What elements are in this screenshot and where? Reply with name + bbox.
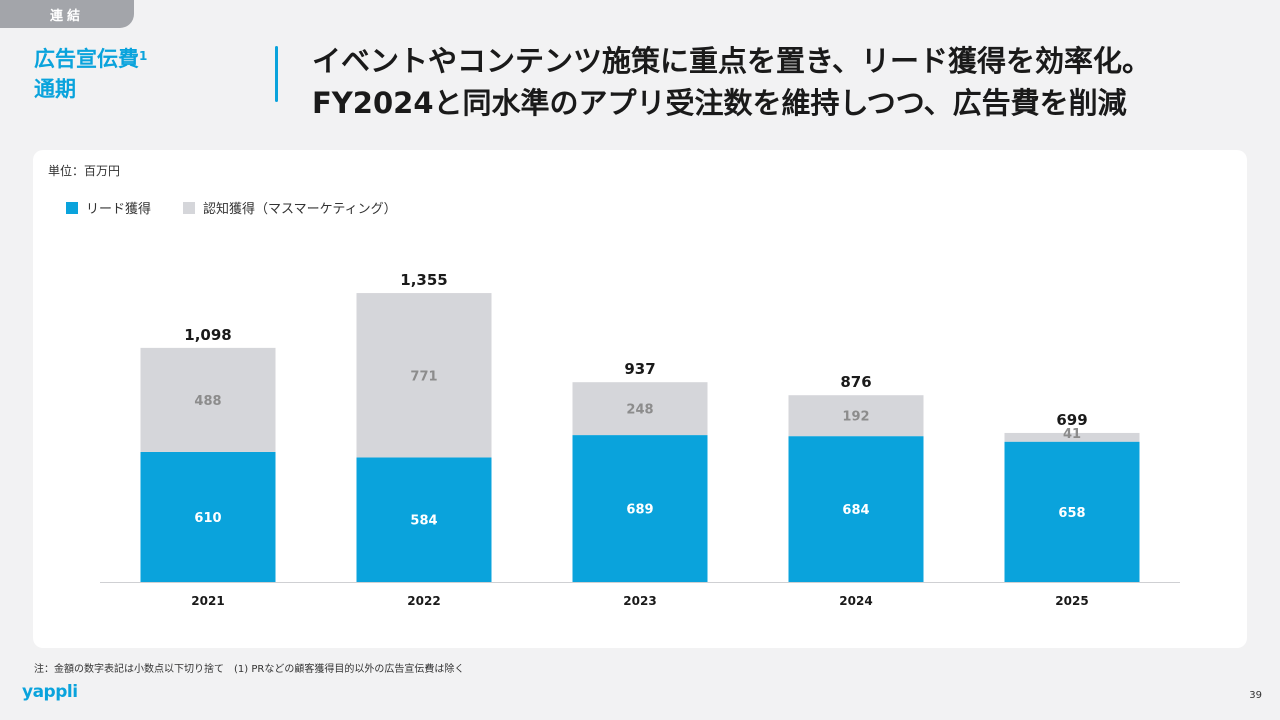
bar-awareness-2022 [356,293,492,458]
bar-lead-2024 [788,436,924,582]
page-number: 39 [1249,690,1262,701]
bar-lead-2025 [1004,441,1140,582]
yappli-logo: yappli [22,682,78,702]
legend-item-awareness: 認知獲得（マスマーケティング） [183,198,397,217]
legend-swatch-awareness [183,201,196,214]
total-label-2025: 699 [1056,411,1087,429]
unit-label: 単位：百万円 [48,164,121,178]
total-label-2023: 937 [624,360,655,378]
data-label-lead-2021: 610 [194,511,221,526]
data-label-lead-2024: 684 [842,503,869,518]
legend-swatch-lead [66,201,78,214]
bar-awareness-2025 [1004,432,1140,442]
data-label-lead-2023: 689 [626,503,653,518]
x-tick-label-2025: 2025 [1055,594,1088,608]
bar-lead-2023 [572,435,708,582]
data-label-awareness-2022: 771 [410,369,437,384]
data-label-awareness-2025: 41 [1063,427,1081,442]
bar-lead-2022 [356,457,492,582]
title-divider [275,46,278,102]
x-tick-label-2024: 2024 [839,594,872,608]
footnote-marker: 1 [139,49,148,63]
section-title-main: 広告宣伝費 [34,47,139,71]
total-label-2021: 1,098 [184,326,231,344]
section-title: 広告宣伝費1 通期 [34,44,147,104]
bar-lead-2021 [140,451,276,582]
legend-label-lead: リード獲得 [86,202,152,217]
data-label-awareness-2021: 488 [194,394,221,409]
headline-line-2: FY2024と同水準のアプリ受注数を維持しつつ、広告費を削減 [312,86,1127,120]
section-title-sub: 通期 [34,77,76,101]
x-tick-label-2023: 2023 [623,594,656,608]
x-tick-label-2021: 2021 [191,594,224,608]
consolidated-tag: 連結 [0,0,134,28]
bar-awareness-2023 [572,382,708,436]
total-label-2024: 876 [840,373,871,391]
legend-item-lead: リード獲得 [66,198,151,217]
headline: イベントやコンテンツ施策に重点を置き、リード獲得を効率化。 FY2024と同水準… [312,40,1151,124]
bar-awareness-2024 [788,395,924,437]
bar-awareness-2021 [140,347,276,452]
data-label-lead-2025: 658 [1058,506,1085,521]
legend-label-awareness: 認知獲得（マスマーケティング） [203,202,397,217]
data-label-awareness-2024: 192 [842,410,869,425]
data-label-awareness-2023: 248 [626,403,653,418]
footnote: 注：金額の数字表記は小数点以下切り捨て (1) PRなどの顧客獲得目的以外の広告… [34,664,465,675]
x-tick-label-2022: 2022 [407,594,440,608]
total-label-2022: 1,355 [400,271,447,289]
data-label-lead-2022: 584 [410,514,437,529]
chart-legend: リード獲得 認知獲得（マスマーケティング） [66,198,397,217]
headline-line-1: イベントやコンテンツ施策に重点を置き、リード獲得を効率化。 [312,44,1151,78]
